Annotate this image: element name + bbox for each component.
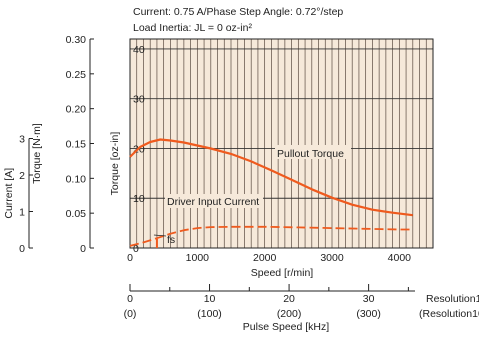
header-line-2: Load Inertia: JL = 0 oz-in²	[133, 22, 252, 34]
pulse-speed-label: Pulse Speed [kHz]	[243, 321, 329, 333]
pulse-speed-tick-label-res10: (100)	[197, 308, 222, 320]
pullout-torque-line	[129, 138, 413, 217]
speed-tick-label: 3000	[320, 252, 344, 264]
fs-annotation: fs	[167, 234, 175, 246]
torque-ozin-tick-label: 30	[133, 94, 145, 106]
speed-tick-label: 4000	[388, 252, 412, 264]
resolution10-label: (Resolution10)	[419, 308, 479, 320]
header-line-1: Current: 0.75 A/Phase Step Angle: 0.72°/…	[133, 6, 343, 18]
x-axis-label: Speed [r/min]	[251, 267, 314, 279]
pulse-speed-tick-label-res10: (200)	[277, 308, 302, 320]
pullout-label-bg	[275, 145, 351, 159]
series-layer	[129, 138, 413, 248]
current-tick-label: 3	[19, 134, 25, 146]
current-tick-label: 0	[19, 243, 25, 255]
torque-nm-tick-label: 0.30	[66, 34, 87, 46]
torque-ozin-tick-label: 40	[133, 44, 145, 56]
torque-ozin-tick-label: 0	[133, 243, 139, 255]
pulse-speed-tick-label: 0	[127, 293, 133, 305]
torque-ozin-tick-label: 10	[133, 193, 145, 205]
pulse-speed-tick-label-res10: (300)	[356, 308, 381, 320]
pulse-speed-tick-label: 30	[363, 293, 375, 305]
plot-background	[130, 39, 433, 248]
torque-nm-tick-label: 0.15	[66, 139, 87, 151]
current-tick-label: 2	[19, 170, 25, 182]
torque-nm-tick-label: 0	[80, 243, 86, 255]
speed-tick-label: 2000	[253, 252, 277, 264]
torque-nm-tick-label: 0.25	[66, 69, 87, 81]
driver-current-label: Driver Input Current	[167, 196, 259, 208]
torque-nm-tick-label: 0.05	[66, 208, 87, 220]
pulse-speed-tick-label-res10: (0)	[124, 308, 137, 320]
fs-leader-line	[153, 234, 167, 237]
pulse-speed-tick-label: 20	[283, 293, 295, 305]
current-axis-label: Current [A]	[3, 168, 15, 219]
current-label-bg	[165, 194, 263, 208]
pulse-speed-axis: 0 (0) 10 (100) 20 (200) 30 (300)	[124, 284, 415, 320]
current-tick-label: 1	[19, 207, 25, 219]
torque-ozin-axis-label: Torque [oz-in]	[109, 132, 121, 196]
pullout-torque-label: Pullout Torque	[277, 148, 344, 160]
torque-nm-tick-label: 0.10	[66, 173, 87, 185]
pulse-speed-tick-label: 10	[204, 293, 216, 305]
torque-nm-tick-label: 0.20	[66, 104, 87, 116]
driver-input-current-line	[129, 225, 413, 247]
speed-tick-label: 0	[127, 252, 133, 264]
speed-tick-label: 1000	[186, 252, 210, 264]
torque-nm-axis-label: Torque [N·m]	[31, 123, 43, 184]
resolution1-label: Resolution1	[426, 293, 479, 305]
plot-frame	[129, 38, 434, 249]
x-axis: 0 1000 2000 3000 4000	[127, 252, 411, 264]
